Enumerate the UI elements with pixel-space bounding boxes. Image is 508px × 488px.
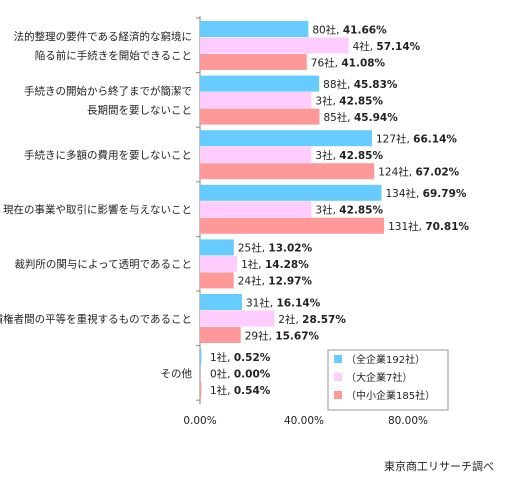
source-note: 東京商工リサーチ調べ (384, 460, 494, 473)
data-label: 131社, 70.81% (388, 220, 469, 233)
bar (200, 310, 275, 327)
bar (200, 146, 312, 163)
data-label: 3社, 42.85% (315, 204, 383, 217)
legend-label: （全企業192社） (346, 353, 425, 366)
x-tick-label: 40.00% (284, 415, 324, 427)
data-label: 1社, 0.52% (210, 351, 271, 364)
data-label: 85社, 45.94% (323, 111, 398, 124)
bar (200, 272, 234, 289)
legend-swatch (334, 373, 342, 381)
bar (200, 184, 382, 201)
data-label: 80社, 41.66% (312, 23, 387, 36)
legend-swatch (334, 391, 342, 399)
category-label: 裁判所の関与によって透明であること (14, 258, 192, 271)
data-label: 0社, 0.00% (210, 367, 271, 380)
data-label: 134社, 69.79% (385, 187, 466, 200)
bar (200, 21, 309, 37)
category-label: 現在の事業や取引に影響を与えないこと (3, 203, 192, 216)
bar (200, 201, 312, 218)
data-label: 76社, 41.08% (311, 56, 386, 69)
bar (200, 348, 202, 365)
legend-label: （大企業7社） (346, 371, 412, 384)
x-tick-label: 80.00% (388, 415, 428, 427)
bar (200, 54, 307, 70)
bar (200, 239, 234, 256)
legend-label: （中小企業185社） (346, 389, 435, 402)
category-label: 手続きに多額の費用を要しないこと (24, 149, 192, 162)
bar (200, 37, 349, 54)
data-label: 124社, 67.02% (378, 165, 459, 178)
x-tick-label: 0.00% (183, 415, 216, 427)
bar (200, 217, 385, 234)
bar (200, 327, 241, 343)
data-label: 25社, 13.02% (238, 242, 313, 255)
legend (327, 349, 449, 411)
bar (200, 381, 202, 398)
data-label: 3社, 42.85% (315, 94, 383, 107)
legend-swatch (334, 355, 342, 363)
category-label: その他 (161, 367, 193, 380)
category-label: 法的整理の要件である経済的な窮境に (14, 30, 192, 43)
data-label: 3社, 42.85% (315, 149, 383, 162)
data-label: 2社, 28.57% (278, 313, 346, 326)
bar (200, 163, 375, 180)
data-label: 4社, 57.14% (353, 40, 421, 53)
bar (200, 108, 320, 125)
category-label: 手続きの開始から終了までが簡潔で (24, 84, 192, 97)
category-label: 債権者間の平等を重視するものであること (0, 312, 192, 325)
data-label: 88社, 45.83% (323, 78, 398, 91)
data-label: 24社, 12.97% (238, 275, 313, 288)
bar (200, 75, 320, 92)
bar (200, 130, 372, 147)
bar (200, 255, 238, 272)
data-label: 31社, 16.14% (246, 296, 321, 309)
data-label: 127社, 66.14% (376, 132, 457, 145)
category-label: 陥る前に手続きを開始できること (35, 49, 192, 62)
bar (200, 92, 312, 109)
data-label: 1社, 0.54% (210, 384, 271, 397)
category-label: 長期間を要しないこと (87, 104, 192, 116)
bar (200, 294, 242, 310)
data-label: 29社, 15.67% (245, 329, 320, 342)
data-label: 1社, 14.28% (241, 258, 309, 271)
